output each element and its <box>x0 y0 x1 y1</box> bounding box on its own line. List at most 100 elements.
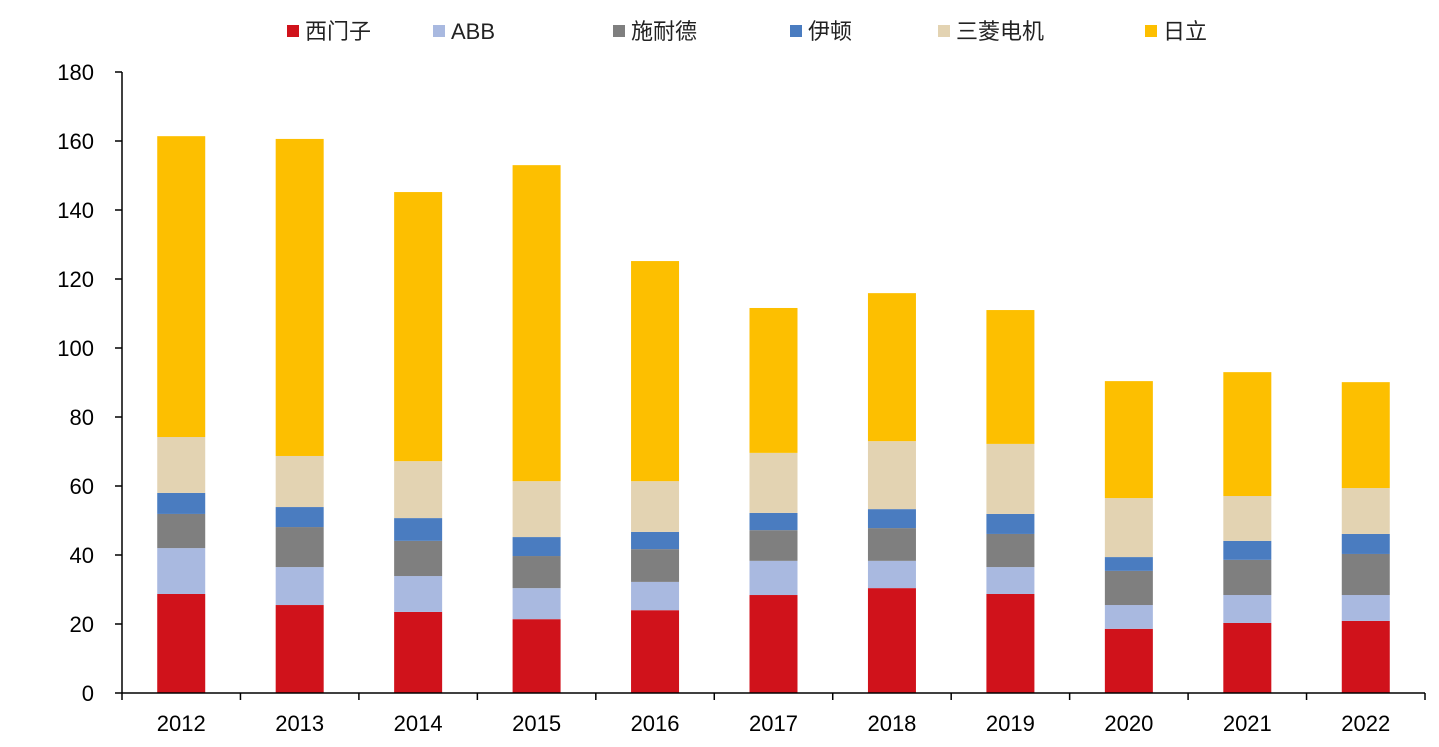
legend-label: 施耐德 <box>631 19 697 44</box>
bar-segment-2015-5 <box>512 165 561 482</box>
bar-segment-2022-4 <box>1341 488 1390 534</box>
y-tick-label: 160 <box>57 129 94 154</box>
x-tick-label: 2021 <box>1223 711 1272 736</box>
x-tick-label: 2019 <box>986 711 1035 736</box>
bar-segment-2016-3 <box>631 531 680 550</box>
y-tick-label: 100 <box>57 336 94 361</box>
bar-segment-2013-0 <box>275 605 324 693</box>
bar-segment-2012-3 <box>157 492 206 514</box>
bar-segment-2020-1 <box>1104 605 1153 629</box>
bar-segment-2020-0 <box>1104 628 1153 693</box>
bar-segment-2021-1 <box>1223 595 1272 623</box>
bar-segment-2022-3 <box>1341 533 1390 554</box>
x-tick-label: 2015 <box>512 711 561 736</box>
bar-segment-2021-4 <box>1223 496 1272 541</box>
bar-segment-2015-4 <box>512 481 561 538</box>
bar-segment-2018-1 <box>867 560 916 589</box>
bar-segment-2012-4 <box>157 437 206 493</box>
x-tick-label: 2020 <box>1104 711 1153 736</box>
bar-segment-2013-2 <box>275 527 324 568</box>
x-tick-label: 2017 <box>749 711 798 736</box>
legend-label: 伊顿 <box>808 19 852 44</box>
bar-segment-2014-4 <box>394 461 443 519</box>
legend-swatch <box>287 25 299 37</box>
y-tick-label: 40 <box>70 543 94 568</box>
axes: 2012 2013 2014 2015 2016 2017 2018 2019 2020 2021… <box>57 60 1426 736</box>
bar-segment-2018-0 <box>867 588 916 693</box>
y-tick-label: 80 <box>70 405 94 430</box>
y-tick-label: 60 <box>70 474 94 499</box>
bar-segment-2020-5 <box>1104 381 1153 499</box>
bar-segment-2012-5 <box>157 136 206 438</box>
bar-segment-2017-3 <box>749 512 798 531</box>
bar-segment-2022-2 <box>1341 553 1390 596</box>
bar-segment-2012-2 <box>157 513 206 549</box>
bar-segment-2013-4 <box>275 455 324 508</box>
y-tick-label: 140 <box>57 198 94 223</box>
bar-segment-2013-5 <box>275 138 324 456</box>
legend-swatch <box>938 25 950 37</box>
bar-segment-2015-2 <box>512 556 561 589</box>
x-tick-label: 2014 <box>394 711 443 736</box>
bar-segment-2019-4 <box>986 443 1035 514</box>
bar-segment-2017-5 <box>749 307 798 453</box>
x-tick-label: 2013 <box>275 711 324 736</box>
x-tick-label: 2022 <box>1341 711 1390 736</box>
x-tick-label: 2012 <box>157 711 206 736</box>
bar-segment-2015-3 <box>512 537 561 557</box>
y-tick-label: 120 <box>57 267 94 292</box>
bar-segment-2014-3 <box>394 518 443 541</box>
bar-segment-2019-1 <box>986 567 1035 594</box>
bar-segment-2020-3 <box>1104 557 1153 571</box>
x-tick-label: 2016 <box>631 711 680 736</box>
bars <box>157 136 1390 693</box>
bar-segment-2019-3 <box>986 513 1035 534</box>
bar-segment-2018-4 <box>867 441 916 510</box>
bar-segment-2014-0 <box>394 611 443 693</box>
legend-label: 三菱电机 <box>956 19 1044 44</box>
bar-segment-2013-1 <box>275 567 324 606</box>
bar-segment-2014-5 <box>394 192 443 462</box>
bar-segment-2018-3 <box>867 509 916 529</box>
bar-segment-2013-3 <box>275 507 324 528</box>
bar-segment-2022-0 <box>1341 620 1390 693</box>
legend-swatch <box>433 25 445 37</box>
bar-segment-2018-5 <box>867 293 916 442</box>
bar-segment-2021-5 <box>1223 372 1272 497</box>
bar-segment-2017-2 <box>749 530 798 561</box>
bar-segment-2016-2 <box>631 549 680 582</box>
bar-segment-2019-2 <box>986 533 1035 568</box>
y-tick-label: 20 <box>70 612 94 637</box>
bar-segment-2016-4 <box>631 481 680 532</box>
bar-segment-2017-4 <box>749 452 798 513</box>
y-tick-label: 180 <box>57 60 94 85</box>
bar-segment-2015-0 <box>512 619 561 693</box>
legend-label: 西门子 <box>305 19 371 44</box>
bar-segment-2016-5 <box>631 261 680 482</box>
legend-swatch <box>613 25 625 37</box>
legend: 西门子 ABB 施耐德 伊顿 三菱电机 日立 <box>287 19 1207 44</box>
bar-segment-2022-5 <box>1341 382 1390 489</box>
bar-segment-2022-1 <box>1341 595 1390 621</box>
bar-segment-2020-4 <box>1104 498 1153 558</box>
bar-segment-2021-0 <box>1223 622 1272 693</box>
bar-segment-2017-0 <box>749 595 798 693</box>
x-tick-label: 2018 <box>867 711 916 736</box>
bar-segment-2015-1 <box>512 588 561 620</box>
bar-segment-2016-1 <box>631 581 680 611</box>
bar-segment-2012-0 <box>157 593 206 693</box>
bar-segment-2014-2 <box>394 540 443 577</box>
bar-segment-2020-2 <box>1104 570 1153 606</box>
legend-label: 日立 <box>1163 19 1207 44</box>
bar-segment-2014-1 <box>394 576 443 612</box>
legend-swatch <box>1145 25 1157 37</box>
y-tick-label: 0 <box>82 681 94 706</box>
bar-segment-2018-2 <box>867 528 916 561</box>
bar-segment-2019-5 <box>986 310 1035 444</box>
bar-segment-2021-2 <box>1223 559 1272 596</box>
bar-segment-2021-3 <box>1223 540 1272 560</box>
bar-segment-2019-0 <box>986 593 1035 693</box>
bar-segment-2017-1 <box>749 560 798 596</box>
legend-swatch <box>790 25 802 37</box>
